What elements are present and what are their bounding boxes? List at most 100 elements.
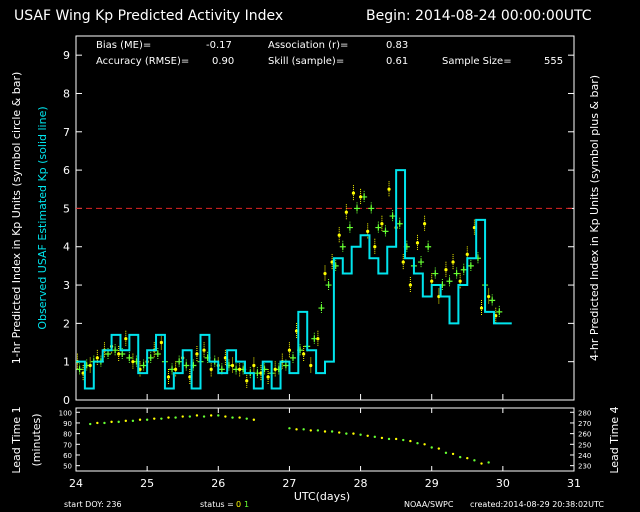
lead-time-1-point — [295, 428, 298, 431]
y-tick-label: 3 — [63, 279, 70, 292]
lead-time-1-point — [252, 418, 256, 421]
lead-time-1-point — [96, 421, 99, 425]
lead-time-1-point — [466, 456, 469, 460]
lead-time-1-point — [309, 429, 312, 432]
bias-label: Bias (ME)= — [96, 40, 151, 51]
lead-time-1-point — [138, 418, 142, 421]
lead-time-4-point — [487, 461, 490, 464]
lead-time-1-label: Lead Time 1 — [10, 406, 23, 473]
pred4-point — [126, 354, 133, 361]
x-tick-label: 29 — [425, 477, 439, 490]
lead-y-tick-label: 90 — [63, 420, 72, 428]
pred4-point — [325, 282, 332, 289]
left-axis-label-2: Observed USAF Estimated Kp (solid line) — [36, 106, 49, 329]
lead-time-1-point — [409, 439, 412, 443]
pred1-point — [458, 279, 462, 283]
pred4-point — [318, 305, 325, 312]
pred4-point — [432, 270, 439, 277]
lead-time-4-point — [345, 432, 348, 435]
pred1-point — [238, 367, 242, 371]
lead-time-4-point — [231, 416, 234, 419]
lead-time-4-point — [89, 422, 92, 426]
pred4-point — [418, 259, 425, 266]
lead-time-4-point — [188, 415, 192, 418]
status-label: status = — [200, 500, 234, 509]
pred1-point — [273, 367, 277, 371]
pred1-point — [209, 367, 213, 371]
pred4-point — [183, 362, 190, 369]
start-doy: start DOY: 236 — [64, 500, 122, 509]
lead-time-4-point — [174, 416, 177, 419]
pred4-point — [218, 366, 225, 373]
lead-time-4-point — [359, 433, 362, 436]
lead-y-tick-label: 100 — [59, 409, 72, 417]
x-tick-label: 31 — [567, 477, 581, 490]
y-tick-label: 8 — [63, 87, 70, 100]
lead-time-4-point — [402, 438, 405, 442]
pred4-point — [489, 297, 496, 304]
pred1-point — [166, 375, 171, 379]
lead-time-plot-frame — [75, 407, 575, 472]
lead-time-4-point — [145, 418, 149, 421]
skill-label: Skill (sample)= — [268, 56, 344, 67]
pred1-point — [202, 348, 206, 352]
pred1-point — [358, 195, 363, 199]
lead-time-4-point — [160, 417, 163, 420]
status-1: 1 — [244, 500, 249, 509]
lead-y-tick-label: 50 — [63, 463, 72, 471]
association-label: Association (r)= — [268, 40, 348, 51]
lead-time-4-point — [458, 455, 462, 459]
pred1-point — [423, 222, 427, 226]
pred1-point — [444, 268, 448, 272]
pred1-point — [195, 352, 199, 356]
pred1-point — [302, 352, 306, 356]
x-tick-label: 25 — [140, 477, 154, 490]
main-plot-frame — [75, 35, 575, 401]
pred1-point — [124, 337, 128, 341]
y-tick-label: 7 — [63, 126, 70, 139]
pred4-point — [289, 354, 296, 361]
pred1-point — [287, 348, 292, 352]
pred1-point — [430, 279, 434, 283]
lead-time-1-point — [352, 432, 355, 435]
pred1-point — [309, 363, 313, 368]
lead-time-1-point — [480, 462, 483, 465]
lead-time-4-point — [217, 414, 220, 417]
x-tick-label: 27 — [282, 477, 296, 490]
pred1-point — [366, 229, 370, 234]
right-axis-label: 4-hr Predicted Index in Kp Units (symbol… — [588, 75, 601, 361]
pred1-point — [351, 191, 356, 195]
association-value: 0.83 — [386, 40, 408, 51]
lead-time-4-point — [444, 451, 448, 455]
lead-y-tick-label: 70 — [63, 441, 72, 449]
lead-time-4-point — [288, 427, 291, 430]
pred4-point — [375, 224, 382, 231]
lead-time-1-point — [209, 414, 213, 417]
lead-time-1-point — [380, 436, 384, 440]
pred4-point — [389, 213, 396, 220]
pred4-point — [76, 366, 83, 373]
lead-time-4-point — [117, 420, 120, 424]
lead-time-1-point — [124, 419, 128, 423]
pred4-point — [176, 358, 183, 365]
x-tick-label: 28 — [354, 477, 368, 490]
pred4-point — [346, 224, 353, 231]
x-tick-label: 26 — [211, 477, 225, 490]
pred1-point — [337, 233, 341, 237]
pred1-point — [88, 363, 92, 368]
pred4-point — [396, 220, 403, 227]
pred4-point — [105, 351, 112, 358]
lead4-y-tick-label: 240 — [578, 452, 591, 460]
pred1-point — [117, 352, 121, 356]
pred1-point — [380, 222, 384, 226]
lead-y-tick-label: 60 — [63, 452, 72, 460]
x-tick-label: 24 — [69, 477, 83, 490]
lead-time-1-point — [110, 420, 113, 424]
lead-y-tick-label: 80 — [63, 431, 72, 439]
lead-time-1-point — [167, 416, 170, 419]
pred4-point — [339, 243, 346, 250]
pred1-point — [465, 252, 469, 256]
lead-time-4-point — [302, 428, 305, 431]
pred1-point — [95, 356, 99, 360]
lead-time-4-point — [387, 437, 391, 441]
